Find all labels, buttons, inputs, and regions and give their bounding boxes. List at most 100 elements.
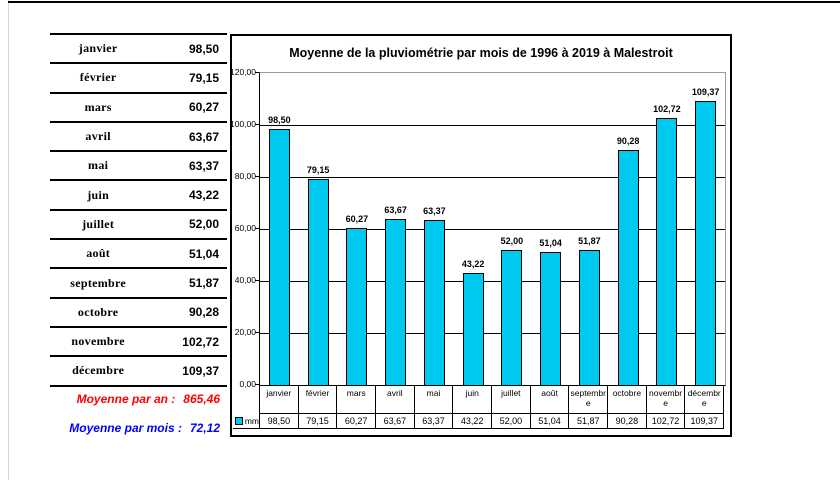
month-cell[interactable]: avril [85,129,111,144]
month-cell[interactable]: février [79,70,117,85]
category-cell[interactable]: novembre [645,385,685,413]
category-cell[interactable]: décembre [684,385,725,413]
bar-value-label: 51,87 [578,236,601,247]
bar-septembre[interactable] [578,250,600,385]
gridline [260,333,725,334]
value-cell[interactable]: 43,22 [188,188,219,203]
average-per-month-row: Moyenne par mois : 72,12 [50,421,222,435]
month-cell[interactable]: décembre [72,363,125,378]
bar-value-label: 43,22 [461,258,485,269]
bar-mars[interactable] [346,228,368,385]
value-cell[interactable]: 63,67 [188,129,219,144]
table-row: juin 43,22 [50,179,227,208]
y-tick-label: 0,00 [239,379,256,389]
value-cell[interactable]: 52,00 [188,217,219,232]
bar-novembre[interactable] [656,117,678,385]
month-cell[interactable]: septembre [70,275,127,290]
table-row: août 51,04 [50,238,227,267]
chart-title: Moyenne de la pluviométrie par mois de 1… [289,46,673,60]
data-table-value-cell[interactable]: 90,28 [607,414,646,428]
month-cell[interactable]: novembre [71,334,125,349]
category-cell[interactable]: septembre [568,385,607,413]
month-cell[interactable]: mars [84,99,112,114]
value-cell[interactable]: 51,87 [188,276,219,291]
month-cell[interactable]: juin [87,187,110,202]
y-tick-label: 80,00 [234,171,256,181]
data-table-value-cell[interactable]: 43,22 [452,414,491,428]
value-cell[interactable]: 51,04 [188,246,219,261]
bar-avril[interactable] [385,219,407,385]
bar-value-label: 98,50 [268,114,291,125]
data-table-value-cell[interactable]: 63,37 [413,414,453,428]
data-table-value-cell[interactable]: 60,27 [336,414,375,428]
y-tick-mark [255,332,259,333]
y-tick-label: 40,00 [234,275,256,285]
category-cell[interactable]: février [297,385,337,413]
category-cell[interactable]: mai [413,385,453,413]
table-row: avril 63,67 [50,120,227,150]
category-cell[interactable]: janvier [259,385,298,413]
data-table-value-cell[interactable]: 51,87 [568,414,607,428]
bar-value-label: 60,27 [345,214,369,225]
bar-value-label: 79,15 [306,165,330,176]
value-cell[interactable]: 79,15 [188,70,219,85]
value-cell[interactable]: 90,28 [188,305,219,320]
month-cell[interactable]: mai [88,158,109,173]
data-table-value-cell[interactable]: 63,67 [375,414,414,428]
table-row: mars 60,27 [50,91,227,121]
category-cell[interactable]: août [529,385,569,413]
plot-area: 98,50 79,15 60,27 63,67 63,37 43,22 52,00 51,04… [259,72,726,386]
value-cell[interactable]: 109,37 [182,363,219,378]
bar-juin[interactable] [462,272,484,385]
y-tick-label: 60,00 [234,223,256,233]
category-cell[interactable]: juin [452,385,491,413]
legend-key: mm [233,414,259,428]
category-cell[interactable]: avril [375,385,414,413]
bar-value-label: 51,04 [539,238,562,249]
y-tick-mark [255,72,259,73]
table-row: février 79,15 [50,62,227,91]
rainfall-bar-chart[interactable]: Moyenne de la pluviométrie par mois de 1… [230,34,732,437]
data-table-value-cell[interactable]: 52,00 [491,414,530,428]
bar-mai[interactable] [423,220,445,385]
month-cell[interactable]: octobre [77,304,119,319]
y-tick-mark [255,176,259,177]
category-cell[interactable]: mars [336,385,375,413]
value-cell[interactable]: 98,50 [188,41,219,56]
bar-août[interactable] [540,252,562,385]
data-table-value-cell[interactable]: 79,15 [297,414,337,428]
value-cell[interactable]: 102,72 [182,334,219,349]
bar-value-label: 102,72 [653,103,681,114]
left-margin-line [8,0,9,480]
average-per-year-label: Moyenne par an : [76,392,176,406]
value-cell[interactable]: 63,37 [188,158,219,173]
gridline [260,281,725,282]
category-axis-row: janvier février mars avril mai juin juillet aoû… [259,385,725,414]
bar-value-label: 52,00 [500,235,524,246]
bar-janvier[interactable] [268,128,290,385]
data-table-value-cell[interactable]: 102,72 [645,414,685,428]
y-tick-mark [255,228,259,229]
data-table-value-cell[interactable]: 109,37 [684,414,725,428]
average-per-year-value[interactable]: 865,46 [183,392,220,406]
data-table-value-cell[interactable]: 51,04 [529,414,569,428]
category-cell[interactable]: juillet [491,385,530,413]
bar-octobre[interactable] [617,150,639,385]
gridline [260,229,725,230]
month-cell[interactable]: janvier [78,41,118,56]
bar-février[interactable] [307,179,329,385]
average-per-month-value[interactable]: 72,12 [189,421,220,435]
data-table-values-row: mm 98,50 79,15 60,27 63,67 63,37 43,22 52,00 51,… [233,414,725,429]
month-cell[interactable]: juillet [82,216,115,231]
bar-décembre[interactable] [695,100,717,385]
value-cell[interactable]: 60,27 [188,100,219,115]
y-tick-mark [255,124,259,125]
month-cell[interactable]: août [86,246,111,261]
top-border-line [8,1,840,3]
bar-juillet[interactable] [501,249,523,385]
data-table-value-cell[interactable]: 98,50 [259,414,298,428]
bar-value-label: 109,37 [691,86,720,97]
category-cell[interactable]: octobre [607,385,646,413]
y-tick-mark [255,280,259,281]
